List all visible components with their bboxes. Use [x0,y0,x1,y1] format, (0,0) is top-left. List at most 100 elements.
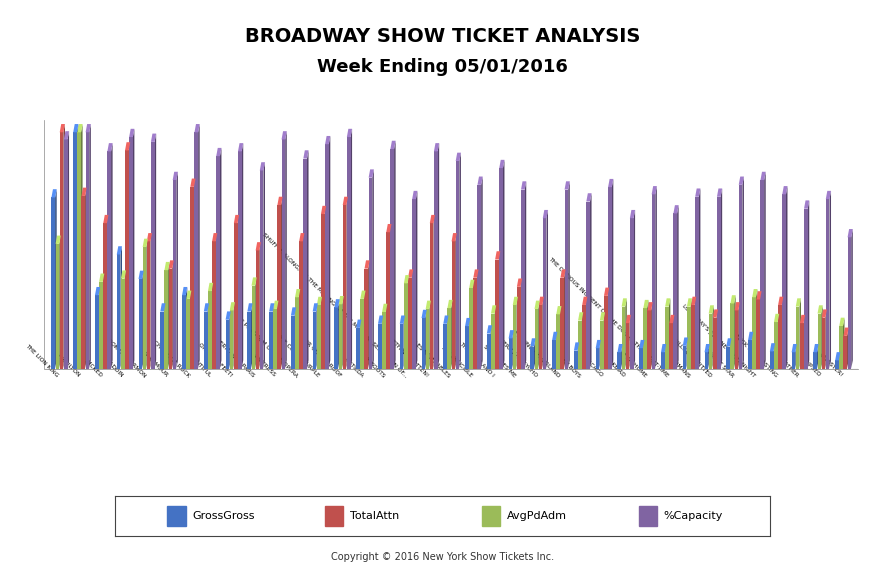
Polygon shape [556,332,558,369]
Polygon shape [238,143,243,151]
Polygon shape [491,314,495,369]
Polygon shape [752,297,756,369]
Polygon shape [573,342,579,350]
Polygon shape [848,238,851,369]
Polygon shape [382,312,386,369]
Polygon shape [390,224,391,369]
Polygon shape [682,346,687,369]
Polygon shape [291,316,295,369]
Polygon shape [347,129,352,137]
Polygon shape [226,320,229,369]
Polygon shape [51,197,55,369]
Polygon shape [495,305,496,369]
Polygon shape [321,214,325,369]
Polygon shape [760,291,762,369]
Polygon shape [312,303,318,311]
Polygon shape [281,131,287,139]
Polygon shape [125,150,128,369]
Polygon shape [416,191,418,369]
Polygon shape [321,206,327,214]
Polygon shape [107,215,109,369]
Polygon shape [259,242,261,369]
Polygon shape [817,344,819,369]
Polygon shape [190,187,194,369]
Polygon shape [682,337,688,346]
Polygon shape [216,233,218,369]
Polygon shape [712,318,717,369]
Polygon shape [186,287,188,369]
Polygon shape [369,170,373,177]
Polygon shape [125,142,130,150]
Polygon shape [234,302,235,369]
Polygon shape [204,303,209,311]
Polygon shape [618,344,623,352]
Polygon shape [216,156,220,369]
Polygon shape [164,303,165,369]
Polygon shape [751,332,753,369]
Polygon shape [99,282,103,369]
Polygon shape [248,311,251,369]
Polygon shape [643,308,647,369]
Polygon shape [695,297,696,369]
Polygon shape [687,298,692,307]
Text: BROADWAY SHOW TICKET ANALYSIS: BROADWAY SHOW TICKET ANALYSIS [245,27,640,46]
Polygon shape [248,303,252,311]
Polygon shape [560,269,566,278]
Polygon shape [539,297,544,305]
Polygon shape [151,142,155,369]
Polygon shape [165,270,168,369]
Polygon shape [129,137,133,369]
Polygon shape [491,305,496,314]
Polygon shape [534,338,535,369]
Polygon shape [791,352,796,369]
Polygon shape [564,269,566,369]
Polygon shape [77,124,79,369]
Polygon shape [847,328,849,369]
Polygon shape [73,124,79,132]
Polygon shape [799,298,801,369]
Polygon shape [752,289,758,297]
Polygon shape [669,315,674,323]
Polygon shape [237,215,239,369]
Polygon shape [51,189,57,197]
Polygon shape [347,137,350,369]
Polygon shape [390,141,396,149]
Polygon shape [665,344,666,369]
Polygon shape [599,340,601,369]
Polygon shape [216,148,221,156]
Polygon shape [696,188,700,197]
Polygon shape [565,189,568,369]
Polygon shape [285,131,287,369]
Polygon shape [256,242,261,251]
Polygon shape [782,186,788,194]
Polygon shape [378,315,383,324]
Polygon shape [304,159,307,369]
Polygon shape [499,168,503,369]
Polygon shape [608,187,612,369]
Polygon shape [826,199,829,369]
Polygon shape [626,323,629,369]
Polygon shape [173,172,178,180]
Polygon shape [64,139,67,369]
Polygon shape [443,324,447,369]
Polygon shape [448,300,452,308]
Polygon shape [535,309,538,369]
Polygon shape [604,296,608,369]
Polygon shape [778,305,781,369]
Polygon shape [86,124,91,132]
Polygon shape [251,286,255,369]
Polygon shape [538,301,540,369]
Polygon shape [269,311,273,369]
Polygon shape [99,273,104,282]
Polygon shape [342,197,348,205]
Polygon shape [647,300,649,369]
Polygon shape [190,179,196,187]
Polygon shape [712,305,714,369]
Polygon shape [190,290,191,369]
Polygon shape [648,310,651,369]
Polygon shape [208,291,212,369]
Polygon shape [677,205,679,369]
Text: Week Ending 05/01/2016: Week Ending 05/01/2016 [317,58,568,76]
Polygon shape [843,318,844,369]
Polygon shape [465,326,469,369]
